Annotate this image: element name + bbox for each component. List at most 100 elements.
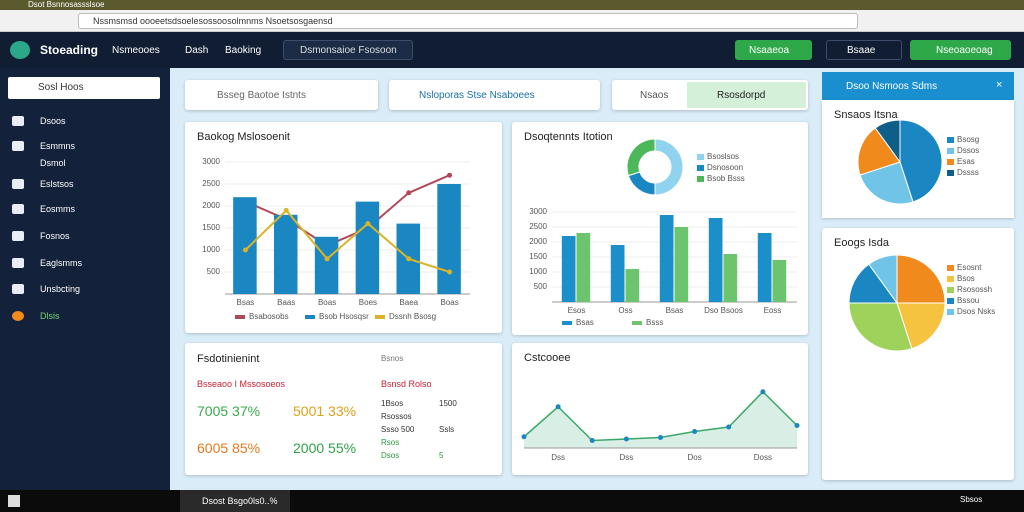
legend-label: Dsnosoon (707, 163, 743, 172)
icon (12, 311, 24, 321)
chart-title: Dsoqtennts Itotion (524, 131, 613, 143)
card: Eoogs Isda Esosnt Bsos Rsosossh Bssou Dsos Ns… (822, 228, 1014, 480)
legend-swatch (947, 309, 954, 315)
point (406, 190, 412, 196)
nav-item[interactable]: Baoking (225, 45, 262, 56)
nav-item[interactable]: Nsmeooes (112, 45, 160, 56)
list-title: Bsnsd Rolso (381, 379, 432, 389)
sidebar-item[interactable]: Eosmms (12, 204, 75, 214)
x-tick-label: Boas (440, 298, 458, 307)
y-tick-label: 500 (534, 282, 548, 291)
url-field[interactable]: Nssmsmsd oooeetsdsoelesossoosolmnms Nsoe… (78, 13, 858, 29)
point (447, 172, 453, 178)
x-tick-label: Dso Bsoos (704, 306, 743, 315)
tab-bar: Dsot Bsnnosassslsoe (0, 0, 1024, 10)
legend-label: Dssos (957, 146, 979, 155)
sidebar-item[interactable]: Esmmns (12, 141, 75, 151)
sidebar-item[interactable]: Eslstsos (12, 179, 74, 189)
taskbar: Dsost Bsgo0ls0..% Sbsos (0, 490, 1024, 512)
card-link[interactable]: Bsnos (381, 354, 404, 363)
button[interactable]: Nsaaeoa (735, 40, 812, 60)
card-title: Fsdotinienint (197, 353, 260, 365)
x-tick-label: Baea (399, 298, 418, 307)
chart: Snsaos Itsna Bsosg Dssos Esas Dssss (834, 109, 979, 205)
sidebar-item[interactable]: Fosnos (12, 231, 70, 241)
chart: Cstcooee Dss Dss Dos Doss (521, 352, 800, 462)
y-tick-label: 2000 (202, 201, 220, 210)
x-tick-label: Eoss (764, 306, 782, 315)
button[interactable]: Nseoaoeoag (910, 40, 1011, 60)
card: Baokog Mslosoenit 500 1000 1500 2000 2500 3000… (185, 122, 502, 333)
dropdown[interactable]: Bsaae (826, 40, 902, 60)
kpi-value: 6005 85% (197, 440, 261, 456)
kpi-value: 5001 33% (293, 403, 357, 419)
y-tick-label: 1000 (529, 267, 547, 276)
kpi-value: 7005 37% (197, 403, 261, 419)
list-cell: 5 (439, 451, 444, 460)
sidebar-label: Eslstsos (40, 179, 74, 189)
start-button[interactable] (8, 495, 20, 507)
legend-swatch (947, 276, 954, 282)
legend-swatch (235, 315, 245, 319)
filter[interactable]: Nsloporas Stse Nsaboees (389, 80, 600, 110)
nav-item[interactable]: Dash (185, 45, 209, 56)
bar (708, 218, 723, 302)
logo-icon (10, 41, 30, 59)
point (365, 221, 371, 227)
bar (772, 260, 787, 302)
kpi-value: 2000 55% (293, 440, 357, 456)
sidebar-label: Dsmol (40, 158, 66, 168)
slice (896, 302, 946, 350)
chart-title: Eoogs Isda (834, 237, 890, 249)
sidebar-item[interactable]: Eaglsmms (12, 258, 82, 268)
filter-chip[interactable]: Rsosdorpd (687, 82, 806, 108)
icon (12, 258, 24, 268)
slice (896, 254, 946, 304)
y-tick-label: 1500 (202, 223, 220, 232)
legend-label: Bsob Hsosqsr (319, 312, 369, 321)
slice (874, 119, 901, 164)
icon (12, 231, 24, 241)
legend-label: Bsosg (957, 135, 979, 144)
legend-swatch (305, 315, 315, 319)
sidebar-item[interactable]: Dlsis (12, 311, 60, 321)
legend-label: Bsss (646, 318, 663, 327)
y-tick-label: 500 (207, 267, 221, 276)
x-tick-label: Bsas (237, 298, 255, 307)
taskbar-app[interactable]: Dsost Bsgo0ls0..% (180, 490, 290, 512)
panel-title: Dsoo Nsmoos Sdms (846, 81, 938, 92)
y-tick-label: 3000 (529, 207, 547, 216)
point (447, 269, 453, 275)
y-tick-label: 2500 (202, 179, 220, 188)
list-cell: Ssls (439, 425, 455, 434)
bar (625, 269, 640, 302)
card: Cstcooee Dss Dss Dos Doss (512, 343, 808, 475)
y-tick-label: 2000 (529, 237, 547, 246)
sidebar-search[interactable]: Sosl Hoos (8, 77, 160, 99)
list-cell: Ssso 500 (381, 425, 415, 434)
sidebar-label: Fosnos (40, 231, 70, 241)
close-button[interactable]: × (996, 79, 1003, 91)
point (692, 429, 698, 434)
legend-label: Bsas (576, 318, 594, 327)
app-header: Stoeading Nsmeooes Dash Baoking Dsmonsai… (0, 32, 1024, 68)
legend-swatch (947, 170, 954, 176)
chart-title: Baokog Mslosoenit (197, 131, 290, 143)
sidebar-item[interactable]: Unsbcting (12, 284, 80, 294)
legend-swatch (562, 321, 572, 325)
filter[interactable]: Nsaos Rsosdorpd (612, 80, 808, 110)
filter-label: Nsloporas Stse Nsaboees (419, 90, 535, 101)
point (283, 207, 289, 213)
sidebar-label: Dsoos (40, 116, 66, 126)
sidebar-item[interactable]: Dsmol (40, 158, 66, 168)
sidebar-item[interactable]: Dsoos (12, 116, 66, 126)
legend-label: Bssou (957, 296, 979, 305)
legend-label: Esosnt (957, 263, 982, 272)
legend-swatch (947, 265, 954, 271)
tab-title[interactable]: Dsot Bsnnosassslsoe (28, 0, 105, 9)
point (324, 256, 330, 262)
filter[interactable]: Bsseg Baotoe Istnts (185, 80, 378, 110)
x-tick-label: Esos (568, 306, 586, 315)
point (589, 438, 595, 443)
search[interactable]: Dsmonsaioe Fsosoon (283, 40, 413, 60)
